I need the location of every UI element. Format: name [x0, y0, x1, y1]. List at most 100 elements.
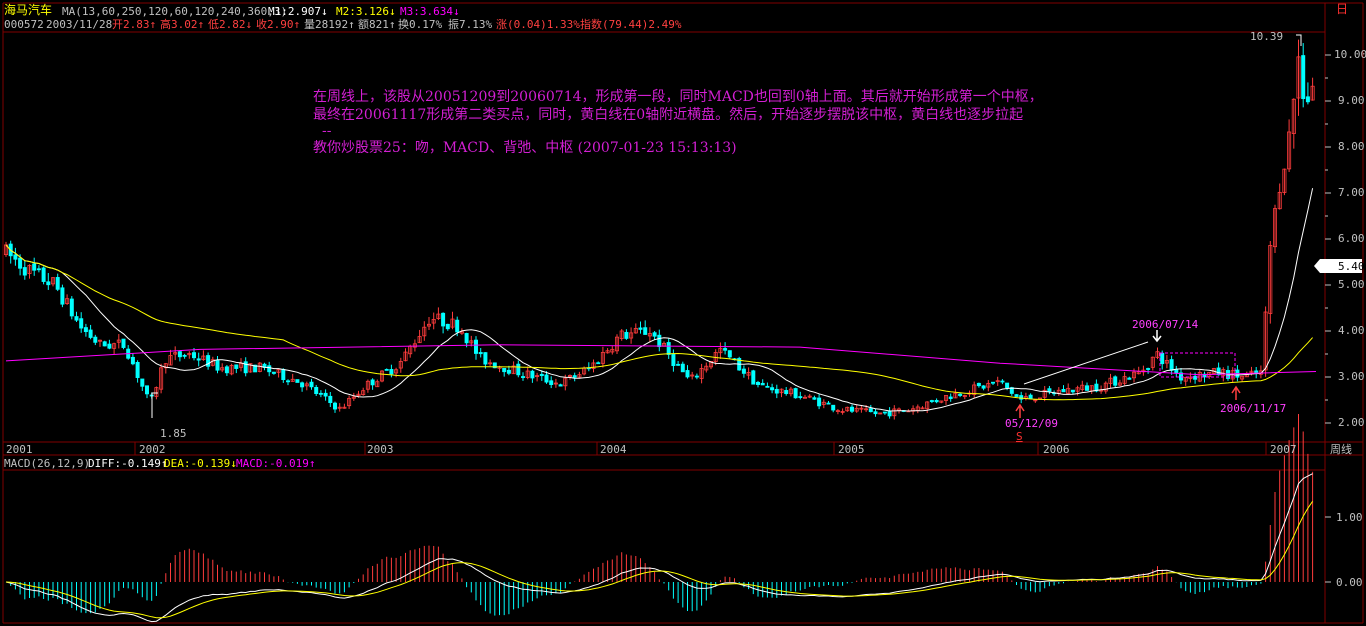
candle-body [1066, 387, 1071, 394]
candle-body [422, 326, 427, 337]
current-price-label: 5.40 [1338, 260, 1365, 273]
candle-body [812, 397, 817, 400]
candle-body [1042, 389, 1047, 398]
candle-body [459, 331, 464, 334]
candle-body [107, 343, 112, 349]
candle-body [370, 379, 375, 386]
candle-body [1240, 375, 1245, 380]
candle-body [629, 332, 634, 339]
candle-body [46, 281, 51, 286]
candle-body [1273, 208, 1278, 248]
macd-hist-value: MACD:-0.019↑ [236, 457, 316, 470]
candle-body [473, 339, 478, 354]
candle-body [986, 383, 991, 388]
candle-body [130, 356, 135, 365]
candle-body [760, 382, 765, 386]
candle-body [770, 387, 775, 391]
price-tick-5: 5.00 [1338, 278, 1365, 291]
candle-body [511, 365, 516, 375]
candle-body [1268, 245, 1273, 314]
candle-body [51, 277, 56, 285]
candle-body [944, 395, 949, 401]
candle-body [953, 392, 958, 399]
year-label-2004: 2004 [600, 443, 627, 456]
candle-body [69, 298, 74, 317]
candle-body [65, 298, 70, 304]
candle-body [60, 287, 65, 305]
candle-body [741, 368, 746, 374]
macd-tick-0: 0.00 [1336, 576, 1363, 589]
candle-body [1160, 352, 1165, 365]
candle-body [723, 348, 728, 351]
candle-body [220, 367, 225, 371]
m2-value: M2:3.126↓ [336, 5, 396, 18]
candle-body [788, 388, 793, 395]
candle-body [1305, 96, 1310, 103]
macd-title[interactable]: MACD(26,12,9) [4, 457, 91, 470]
candle-body [666, 342, 671, 355]
candle-body [558, 384, 563, 387]
candle-body [351, 396, 356, 399]
candle-body [342, 406, 347, 409]
candle-body [1070, 389, 1075, 393]
date-marker-20060714: 2006/07/14 [1132, 318, 1199, 331]
macd-dea-line [5, 501, 1314, 619]
candle-body [568, 375, 573, 378]
price-axis [1325, 54, 1331, 424]
ma-settings-label[interactable]: MA(13,60,250,120,60,120,240,360,3) [62, 5, 288, 18]
candle-body [920, 407, 925, 410]
candle-body [41, 267, 46, 282]
period-weekly-label[interactable]: 周线 [1330, 443, 1352, 456]
candle-body [18, 257, 23, 269]
candle-body [685, 370, 690, 378]
candle-body [1249, 370, 1254, 374]
candle-body [619, 330, 624, 340]
candle-body [727, 350, 732, 358]
candle-body [300, 382, 305, 388]
candle-body [854, 407, 859, 412]
annotation-line-2: 最终在20061117形成第二类买点，同时，黄白线在0轴附近横盘。然后，开始逐步… [313, 107, 1024, 123]
candle-body [88, 329, 93, 338]
candle-body [431, 318, 436, 324]
turnover-value: 换0.17% [398, 18, 443, 31]
macd-lines [5, 473, 1314, 623]
candle-body [1216, 367, 1221, 376]
candle-body [502, 367, 507, 373]
candle-body [1310, 85, 1315, 101]
macd-histogram [10, 414, 1314, 616]
candle-body [257, 362, 262, 372]
macd-dea-value: DEA:-0.139↓ [164, 457, 237, 470]
candle-body [159, 367, 164, 390]
candle-body [412, 343, 417, 348]
candle-body [314, 386, 319, 394]
candle-body [1014, 394, 1019, 397]
candle-body [1193, 375, 1198, 380]
date-marker-20061117: 2006/11/17 [1220, 402, 1287, 415]
year-label-2003: 2003 [367, 443, 394, 456]
candle-body [506, 369, 511, 374]
candle-body [201, 355, 206, 361]
candle-body [403, 351, 408, 362]
price-tick-4: 4.00 [1338, 324, 1365, 337]
candle-body [379, 370, 384, 382]
candle-body [680, 363, 685, 373]
annotation-line-3: -- [322, 123, 332, 139]
price-tick-6: 6.00 [1338, 232, 1365, 245]
candle-body [488, 362, 493, 365]
candle-body [699, 368, 704, 379]
candle-body [27, 265, 32, 274]
candle-body [577, 374, 582, 378]
candle-body [553, 382, 558, 385]
candle-body [309, 381, 314, 388]
candle-body [807, 395, 812, 398]
ma60-line [5, 244, 1313, 401]
corner-icon[interactable]: 日 [1336, 2, 1349, 16]
year-label-2007: 2007 [1270, 443, 1297, 456]
candle-body [234, 364, 239, 369]
candle-body [356, 393, 361, 397]
macd-axis [1325, 516, 1331, 583]
candle-body [647, 333, 652, 337]
candle-body [398, 361, 403, 369]
candle-body [32, 263, 37, 271]
